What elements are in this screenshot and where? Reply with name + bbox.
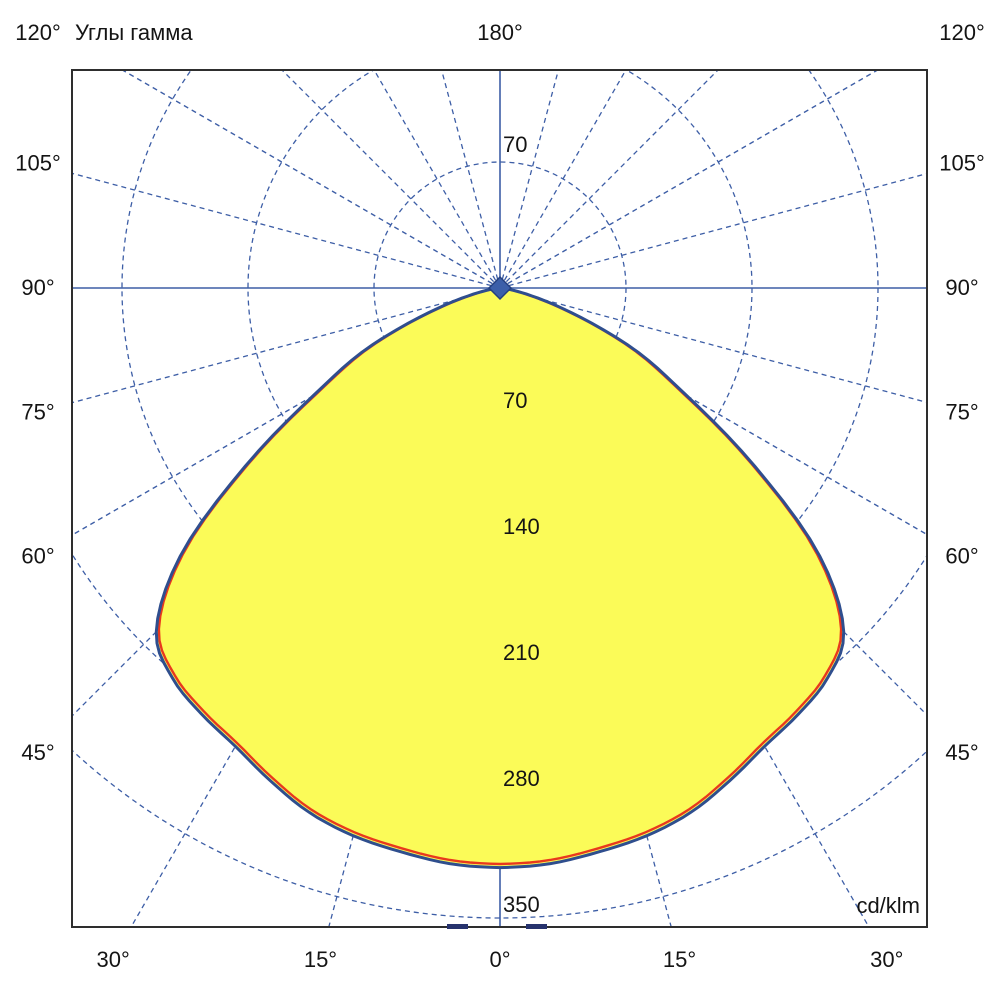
chart-title: Углы гамма	[75, 20, 193, 45]
gamma-label-right-105: 105°	[939, 150, 985, 175]
grid-ray-105	[72, 172, 501, 289]
radial-tick-70-bg	[501, 391, 531, 412]
gamma-label-right-45: 45°	[945, 740, 978, 765]
gamma-label-bottom--15: 15°	[304, 947, 337, 972]
gamma-label-right-60: 60°	[945, 543, 978, 568]
gamma-label-left-75: 75°	[21, 400, 54, 425]
radial-tick-upper-70-bg	[501, 135, 531, 156]
grid-ray-105	[499, 172, 927, 289]
bottom-frame-tick-left	[447, 924, 468, 929]
center-marker	[487, 275, 513, 301]
radial-tick-350-bg	[501, 895, 543, 916]
intensity-curve-blue	[154, 286, 846, 870]
radial-tick-70: 70	[503, 388, 527, 413]
gamma-label-right-75: 75°	[945, 400, 978, 425]
axis-labels: 120° 120° 105° 105° 90° 90° 75° 75° 60° 60° 45° 45°…	[15, 20, 985, 972]
bottom-frame-tick-right	[526, 924, 547, 929]
grid-ray-75	[499, 287, 927, 404]
radial-tick-upper-70: 70	[503, 132, 527, 157]
grid-ray-150	[373, 70, 501, 289]
radial-tick-350: 350	[503, 892, 540, 917]
gamma-label-left-45: 45°	[21, 740, 54, 765]
radial-tick-140: 140	[503, 514, 540, 539]
radial-tick-140-bg	[501, 517, 543, 538]
grid-ray-165	[440, 70, 501, 289]
top-180-label: 180°	[477, 20, 523, 45]
radial-tick-210-bg	[501, 643, 543, 664]
gamma-label-left-90: 90°	[21, 275, 54, 300]
gamma-label-bottom--30: 30°	[97, 947, 130, 972]
gamma-label-left-105: 105°	[15, 150, 61, 175]
grid-ray-120	[121, 70, 501, 289]
radial-tick-210: 210	[503, 640, 540, 665]
grid-ray-75	[72, 287, 501, 404]
gamma-label-right-90: 90°	[945, 275, 978, 300]
gamma-label-left-60: 60°	[21, 543, 54, 568]
plot-frame	[71, 69, 928, 928]
gamma-label-bottom-30: 30°	[870, 947, 903, 972]
grid-ray-135	[499, 70, 719, 289]
grid-ray-165	[499, 70, 560, 289]
gamma-label-bottom-15: 15°	[663, 947, 696, 972]
grid-ray-150	[499, 70, 627, 289]
grid-ray-120	[499, 70, 879, 289]
radial-tick-280: 280	[503, 766, 540, 791]
units-label: cd/klm	[856, 893, 920, 918]
radial-tick-280-bg	[501, 769, 543, 790]
gamma-label-bottom-0: 0°	[489, 947, 510, 972]
gamma-label-right-120: 120°	[939, 20, 985, 45]
gamma-label-left-120: 120°	[15, 20, 61, 45]
intensity-fill	[156, 288, 844, 868]
grid-ray-135	[281, 70, 501, 289]
intensity-curves	[154, 275, 846, 870]
